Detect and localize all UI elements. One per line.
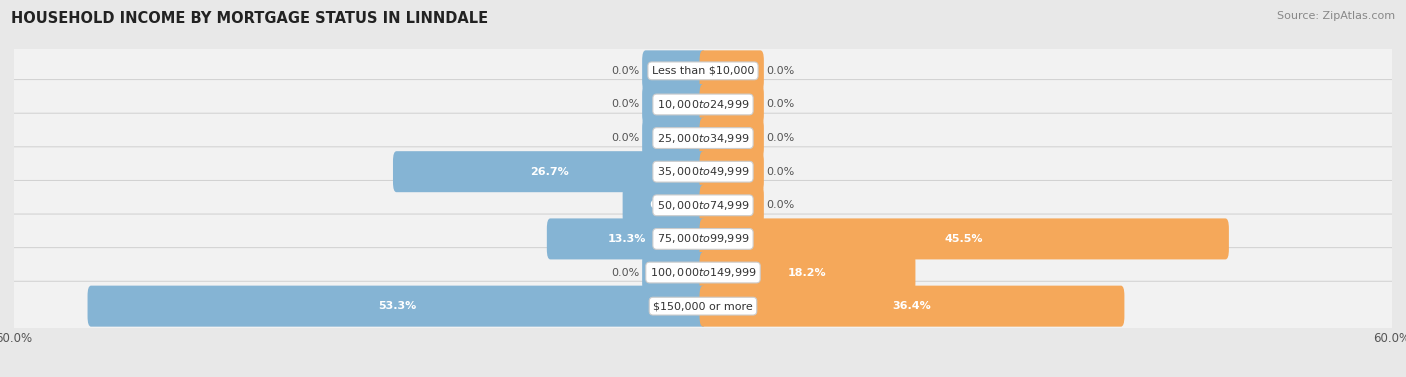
Text: 0.0%: 0.0% xyxy=(766,200,794,210)
Text: 13.3%: 13.3% xyxy=(607,234,645,244)
Text: 0.0%: 0.0% xyxy=(766,100,794,109)
Text: 0.0%: 0.0% xyxy=(766,66,794,76)
FancyBboxPatch shape xyxy=(11,281,1395,331)
Text: $10,000 to $24,999: $10,000 to $24,999 xyxy=(657,98,749,111)
Text: $25,000 to $34,999: $25,000 to $34,999 xyxy=(657,132,749,145)
FancyBboxPatch shape xyxy=(547,218,706,259)
Text: $75,000 to $99,999: $75,000 to $99,999 xyxy=(657,232,749,245)
FancyBboxPatch shape xyxy=(11,181,1395,230)
Text: 6.7%: 6.7% xyxy=(650,200,681,210)
FancyBboxPatch shape xyxy=(700,84,763,125)
Text: $150,000 or more: $150,000 or more xyxy=(654,301,752,311)
FancyBboxPatch shape xyxy=(643,84,706,125)
FancyBboxPatch shape xyxy=(11,214,1395,264)
Text: 0.0%: 0.0% xyxy=(612,268,640,277)
Text: 53.3%: 53.3% xyxy=(378,301,416,311)
Text: 0.0%: 0.0% xyxy=(612,66,640,76)
FancyBboxPatch shape xyxy=(643,252,706,293)
FancyBboxPatch shape xyxy=(87,286,706,326)
Text: Source: ZipAtlas.com: Source: ZipAtlas.com xyxy=(1277,11,1395,21)
Text: 0.0%: 0.0% xyxy=(766,167,794,177)
FancyBboxPatch shape xyxy=(700,151,763,192)
FancyBboxPatch shape xyxy=(700,51,763,91)
FancyBboxPatch shape xyxy=(11,147,1395,196)
Text: $50,000 to $74,999: $50,000 to $74,999 xyxy=(657,199,749,212)
Text: Less than $10,000: Less than $10,000 xyxy=(652,66,754,76)
Text: $35,000 to $49,999: $35,000 to $49,999 xyxy=(657,165,749,178)
FancyBboxPatch shape xyxy=(700,218,1229,259)
Text: 45.5%: 45.5% xyxy=(945,234,983,244)
FancyBboxPatch shape xyxy=(11,46,1395,96)
Text: 0.0%: 0.0% xyxy=(766,133,794,143)
FancyBboxPatch shape xyxy=(392,151,706,192)
FancyBboxPatch shape xyxy=(643,118,706,159)
FancyBboxPatch shape xyxy=(11,113,1395,163)
Text: 36.4%: 36.4% xyxy=(893,301,931,311)
FancyBboxPatch shape xyxy=(11,80,1395,129)
Text: HOUSEHOLD INCOME BY MORTGAGE STATUS IN LINNDALE: HOUSEHOLD INCOME BY MORTGAGE STATUS IN L… xyxy=(11,11,488,26)
FancyBboxPatch shape xyxy=(643,51,706,91)
FancyBboxPatch shape xyxy=(700,185,763,226)
Text: 0.0%: 0.0% xyxy=(612,133,640,143)
FancyBboxPatch shape xyxy=(11,248,1395,297)
FancyBboxPatch shape xyxy=(700,286,1125,326)
Text: 18.2%: 18.2% xyxy=(789,268,827,277)
Text: $100,000 to $149,999: $100,000 to $149,999 xyxy=(650,266,756,279)
FancyBboxPatch shape xyxy=(700,252,915,293)
FancyBboxPatch shape xyxy=(700,118,763,159)
Text: 0.0%: 0.0% xyxy=(612,100,640,109)
FancyBboxPatch shape xyxy=(623,185,706,226)
Text: 26.7%: 26.7% xyxy=(530,167,569,177)
